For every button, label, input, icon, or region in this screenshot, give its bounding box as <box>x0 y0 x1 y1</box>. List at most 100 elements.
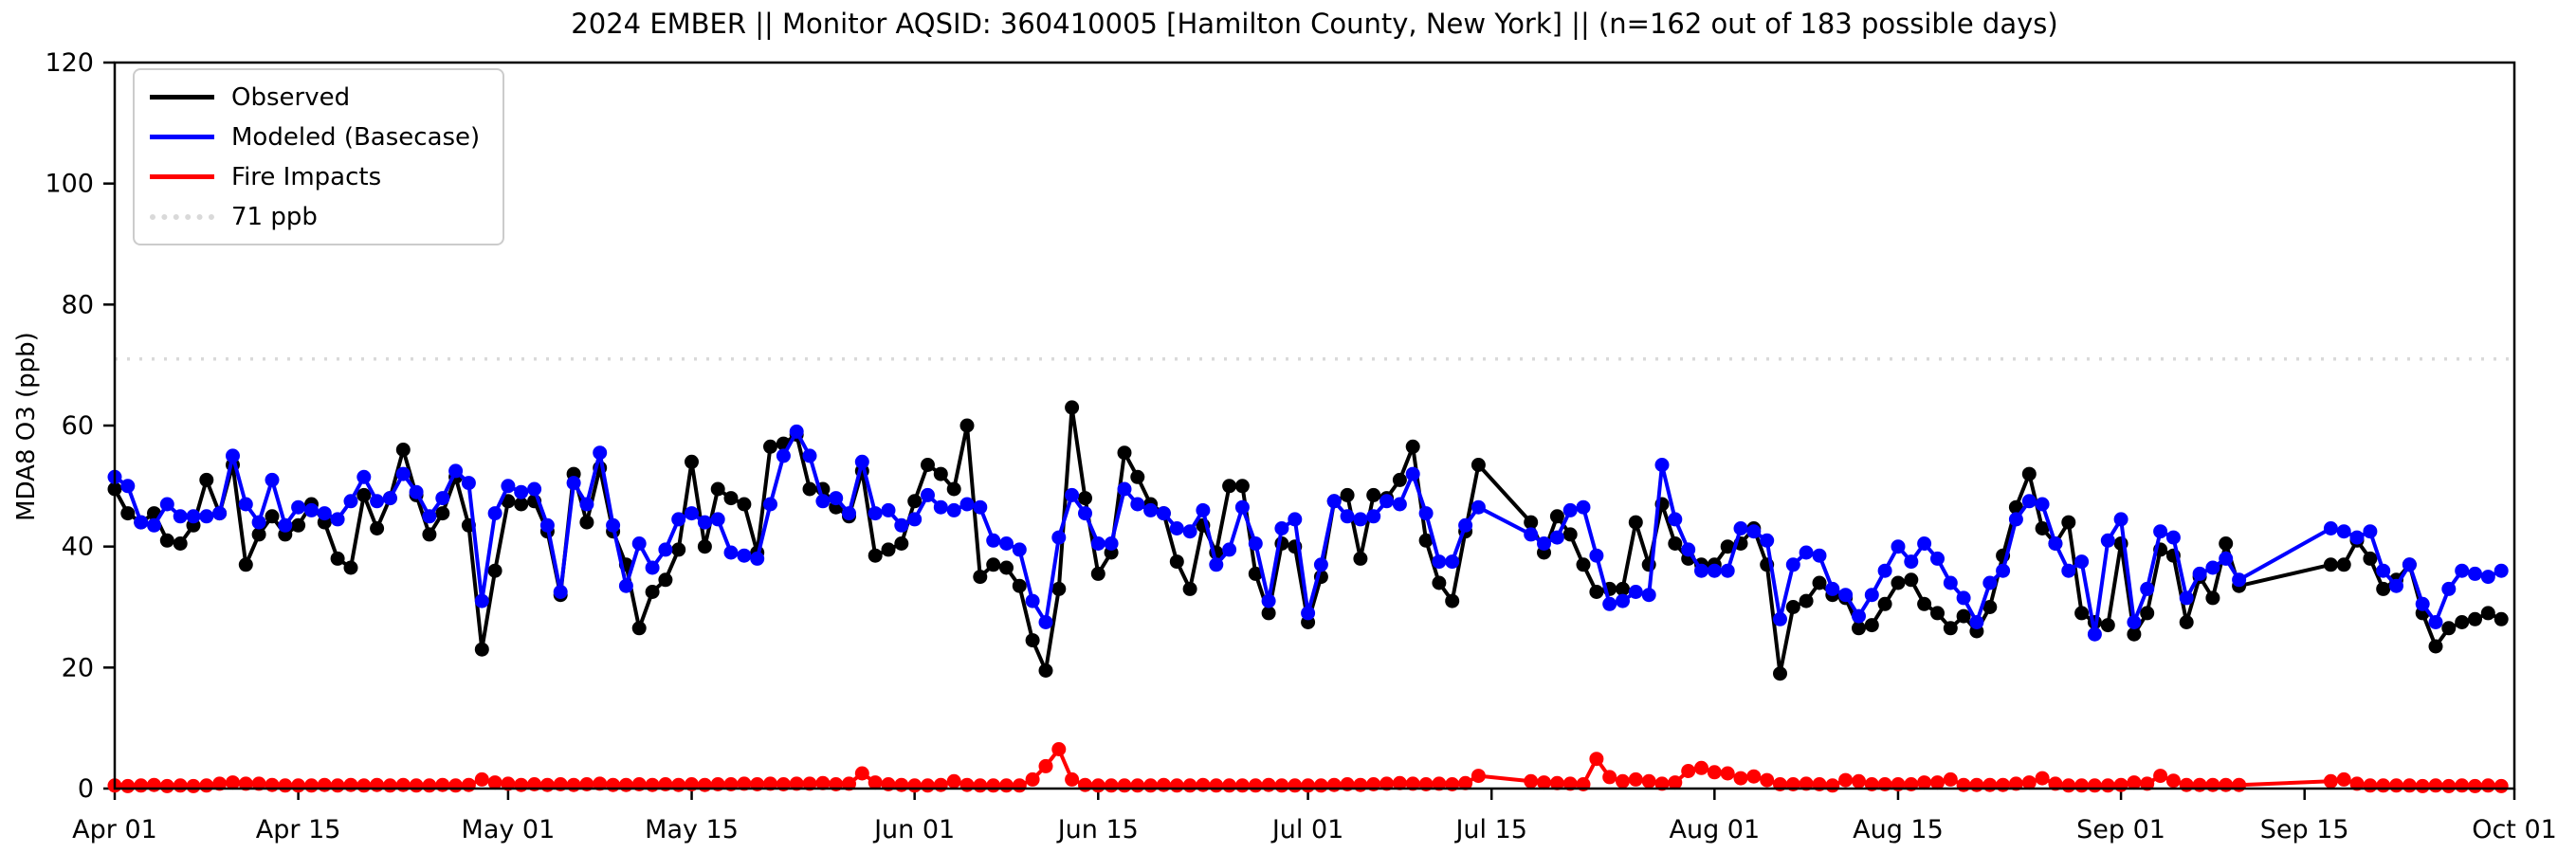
observed-marker <box>579 515 594 530</box>
modeled-marker <box>2389 578 2403 593</box>
fire-marker <box>1117 778 1132 793</box>
modeled-marker <box>238 497 253 512</box>
fire-marker <box>2455 778 2470 793</box>
fire-marker <box>199 778 214 793</box>
observed-marker <box>330 551 345 566</box>
modeled-marker <box>1549 530 1564 545</box>
fire-marker <box>1248 778 1263 793</box>
observed-marker <box>2441 621 2457 636</box>
fire-marker <box>973 778 988 793</box>
fire-marker <box>1562 776 1578 791</box>
modeled-marker <box>501 479 516 494</box>
modeled-marker <box>1445 554 1460 570</box>
modeled-marker <box>1589 548 1604 563</box>
modeled-marker <box>1340 509 1355 524</box>
observed-marker <box>2480 606 2495 621</box>
observed-line-swatch <box>150 95 214 100</box>
fire-marker <box>1196 777 1211 792</box>
observed-marker <box>2127 626 2142 642</box>
legend-label-observed: Observed <box>231 82 351 112</box>
fire-marker <box>1065 771 1080 787</box>
modeled-marker <box>553 585 568 599</box>
fire-marker <box>330 778 345 793</box>
observed-marker <box>894 536 909 551</box>
fire-marker <box>317 777 332 792</box>
observed-marker <box>1576 557 1591 572</box>
fire-marker <box>343 777 358 792</box>
observed-marker <box>2061 515 2076 530</box>
fire-marker <box>2441 778 2457 793</box>
observed-marker <box>1917 596 1932 611</box>
observed-marker <box>2074 606 2090 621</box>
modeled-marker <box>1025 593 1040 608</box>
fire-marker <box>2192 777 2207 792</box>
fire-marker <box>645 777 660 792</box>
page-title: 2024 EMBER || Monitor AQSID: 360410005 [… <box>571 8 2058 40</box>
modeled-marker <box>1864 588 1879 603</box>
modeled-marker <box>2455 563 2470 578</box>
fire-marker <box>2336 771 2351 787</box>
modeled-marker <box>2021 494 2037 509</box>
observed-marker <box>343 560 358 575</box>
modeled-marker <box>1760 533 1775 548</box>
legend-label-refline: 71 ppb <box>231 202 318 231</box>
modeled-marker <box>1405 466 1420 481</box>
fire-marker <box>278 778 293 793</box>
modeled-marker <box>1234 499 1250 515</box>
observed-marker <box>370 521 385 535</box>
fire-marker <box>1694 760 1708 775</box>
fire-marker <box>2100 778 2115 793</box>
modeled-marker <box>986 533 1001 548</box>
fire-marker <box>1616 773 1630 789</box>
x-tick-label: Sep 01 <box>2076 815 2165 844</box>
modeled-marker <box>356 469 372 484</box>
observed-marker <box>291 517 306 533</box>
modeled-marker <box>1301 606 1316 621</box>
modeled-marker <box>2428 615 2443 629</box>
modeled-marker <box>566 476 581 491</box>
observed-marker <box>946 481 961 497</box>
modeled-marker <box>1956 590 1971 606</box>
observed-marker <box>868 548 883 563</box>
modeled-marker <box>422 509 437 524</box>
modeled-marker <box>959 497 975 512</box>
modeled-marker <box>1156 506 1171 521</box>
observed-marker <box>671 542 686 557</box>
observed-marker <box>1471 458 1486 472</box>
fire-marker <box>1405 776 1420 791</box>
observed-marker <box>265 509 280 524</box>
fire-marker <box>2048 776 2063 791</box>
plot-frame <box>113 61 2516 790</box>
observed-marker <box>1589 585 1604 599</box>
fire-marker <box>1261 777 1276 792</box>
modeled-marker <box>658 542 673 557</box>
modeled-marker <box>606 517 621 533</box>
observed-marker <box>474 642 489 657</box>
y-tick-label: 80 <box>62 290 94 319</box>
modeled-marker <box>2035 497 2050 512</box>
modeled-marker <box>1746 524 1762 539</box>
observed-marker <box>2100 618 2115 633</box>
fire-marker <box>1130 778 1145 793</box>
modeled-marker <box>894 517 909 533</box>
fire-marker <box>461 777 476 792</box>
modeled-marker <box>763 497 777 512</box>
fire-marker <box>2061 778 2076 793</box>
fire-marker <box>815 775 831 790</box>
modeled-marker <box>1681 542 1696 557</box>
modeled-marker <box>618 578 633 593</box>
modeled-marker <box>723 545 739 560</box>
fire-marker <box>304 778 319 793</box>
modeled-marker <box>1773 611 1787 626</box>
modeled-marker <box>159 497 174 512</box>
fire-marker <box>1392 775 1407 790</box>
x-tick-label: Jun 01 <box>872 815 955 844</box>
observed-marker <box>763 439 777 454</box>
fire-marker <box>2113 777 2128 792</box>
modeled-marker <box>2205 560 2220 575</box>
y-tick-label: 20 <box>62 653 94 682</box>
modeled-marker <box>2363 524 2378 539</box>
fire-marker <box>566 777 581 792</box>
fire-marker <box>1078 777 1092 792</box>
observed-marker <box>1248 566 1263 581</box>
